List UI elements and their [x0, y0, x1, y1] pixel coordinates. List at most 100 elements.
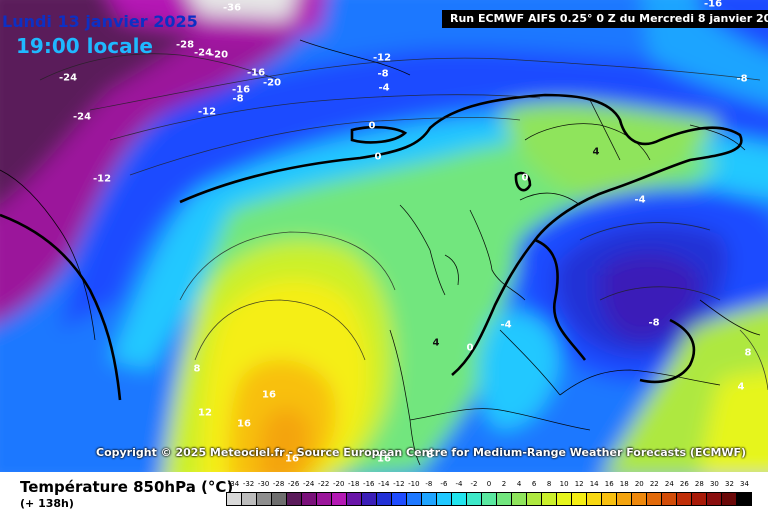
color-scale-tick: 10: [559, 480, 569, 488]
contour-label: -8: [232, 93, 244, 105]
contour-label: -4: [500, 319, 512, 331]
contour-label: -24: [193, 47, 213, 59]
contour-label: -20: [262, 77, 282, 89]
color-swatch: [287, 493, 302, 505]
color-swatch: [407, 493, 422, 505]
color-swatch: [437, 493, 452, 505]
contour-label: 8: [426, 449, 434, 461]
legend-title: Température 850hPa (°C): [20, 478, 234, 496]
contour-label: -24: [72, 111, 92, 123]
contour-label: 0: [368, 120, 376, 132]
temperature-map: Lundi 13 janvier 2025 19:00 locale Run E…: [0, 0, 768, 472]
contour-label: 0: [374, 151, 382, 163]
legend-forecast-offset: (+ 138h): [20, 497, 74, 510]
color-scale-tick: -16: [363, 480, 375, 488]
color-scale-tick: 4: [516, 480, 522, 488]
color-scale-tick: 26: [679, 480, 689, 488]
contour-label: -16: [703, 0, 723, 10]
color-scale-tick: -2: [470, 480, 478, 488]
contour-label: -16: [231, 84, 251, 96]
color-scale-tick: 20: [634, 480, 644, 488]
color-scale-swatches: [226, 492, 752, 506]
color-scale-tick: -20: [332, 480, 345, 488]
color-scale-tick: -32: [242, 480, 255, 488]
color-swatch: [227, 493, 242, 505]
color-scale-tick: -34: [227, 480, 240, 488]
color-swatch: [557, 493, 572, 505]
color-swatch: [242, 493, 257, 505]
contour-label: 16: [237, 418, 251, 430]
color-scale-tick: 16: [604, 480, 614, 488]
contour-label: -8: [736, 73, 748, 85]
color-scale-tick: -26: [287, 480, 300, 488]
color-scale-tick: 2: [501, 480, 507, 488]
contour-label: -12: [92, 173, 112, 185]
contour-label: -4: [378, 82, 390, 94]
contour-label: -4: [634, 194, 646, 206]
color-scale-tick: -4: [455, 480, 463, 488]
color-swatch: [632, 493, 647, 505]
color-swatch: [302, 493, 317, 505]
color-scale-tick: 30: [709, 480, 719, 488]
color-scale-tick: -8: [425, 480, 433, 488]
contour-label: -20: [209, 49, 229, 61]
color-swatch: [722, 493, 737, 505]
color-swatch: [452, 493, 467, 505]
contour-label: 8: [193, 363, 201, 375]
color-swatch: [677, 493, 692, 505]
temperature-field: [0, 0, 768, 472]
color-swatch: [467, 493, 482, 505]
color-swatch: [497, 493, 512, 505]
color-scale-tick: 14: [589, 480, 599, 488]
color-scale-tick: 32: [724, 480, 734, 488]
contour-label: -8: [377, 68, 389, 80]
contour-label: -8: [648, 317, 660, 329]
color-scale-tick: -24: [302, 480, 315, 488]
color-swatch: [362, 493, 377, 505]
color-scale-tick: 8: [546, 480, 552, 488]
color-swatch: [377, 493, 392, 505]
copyright-notice: Copyright © 2025 Meteociel.fr - Source E…: [96, 446, 747, 459]
contour-label: 12: [198, 407, 212, 419]
color-scale-tick: -18: [348, 480, 360, 488]
color-swatch: [482, 493, 497, 505]
color-scale-tick: 18: [619, 480, 629, 488]
color-swatch: [257, 493, 272, 505]
color-scale-ticks: -34 -32 -30 -28 -26 -24 -22 -20 -18 -16 -14 -12 -10-…: [226, 480, 752, 490]
color-swatch: [422, 493, 437, 505]
contour-label: 16: [285, 453, 299, 465]
color-swatch: [527, 493, 542, 505]
contour-label: 16: [262, 389, 276, 401]
color-scale-tick: -28: [272, 480, 285, 488]
color-swatch: [647, 493, 662, 505]
color-scale-tick: -10: [408, 480, 420, 488]
model-run-banner: Run ECMWF AIFS 0.25° 0 Z du Mercredi 8 j…: [442, 10, 768, 28]
color-scale: -34 -32 -30 -28 -26 -24 -22 -20 -18 -16 -14 -12 -10-…: [226, 480, 752, 508]
contour-label: -16: [246, 67, 266, 79]
contour-label: 8: [744, 347, 752, 359]
color-swatch: [692, 493, 707, 505]
color-swatch: [602, 493, 617, 505]
color-swatch: [317, 493, 332, 505]
color-swatch: [587, 493, 602, 505]
color-swatch: [737, 493, 751, 505]
color-swatch: [662, 493, 677, 505]
forecast-date: Lundi 13 janvier 2025: [2, 12, 198, 31]
contour-label: 4: [432, 337, 440, 349]
color-scale-tick: 22: [649, 480, 659, 488]
color-swatch: [512, 493, 527, 505]
color-scale-tick: 6: [531, 480, 537, 488]
contour-label: 0: [521, 172, 529, 184]
color-scale-tick: 28: [694, 480, 704, 488]
color-swatch: [572, 493, 587, 505]
contour-label: -28: [175, 39, 195, 51]
color-swatch: [347, 493, 362, 505]
color-scale-tick: -14: [378, 480, 390, 488]
color-scale-tick: 34: [740, 480, 749, 488]
color-scale-tick: -6: [440, 480, 448, 488]
contour-label: 16: [377, 453, 391, 465]
color-swatch: [617, 493, 632, 505]
color-scale-tick: 0: [486, 480, 492, 488]
contour-label: -24: [58, 72, 78, 84]
contour-label: -36: [222, 2, 242, 14]
